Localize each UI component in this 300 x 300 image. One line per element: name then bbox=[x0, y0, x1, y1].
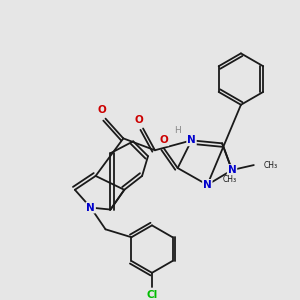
Text: CH₃: CH₃ bbox=[264, 160, 278, 169]
Text: N: N bbox=[203, 180, 212, 190]
Text: Cl: Cl bbox=[146, 290, 158, 300]
Text: O: O bbox=[97, 105, 106, 115]
Text: CH₃: CH₃ bbox=[223, 175, 237, 184]
Text: N: N bbox=[228, 165, 236, 175]
Text: N: N bbox=[187, 135, 196, 146]
Text: N: N bbox=[86, 202, 95, 213]
Text: H: H bbox=[174, 126, 181, 135]
Text: O: O bbox=[135, 115, 143, 124]
Text: O: O bbox=[160, 135, 168, 146]
